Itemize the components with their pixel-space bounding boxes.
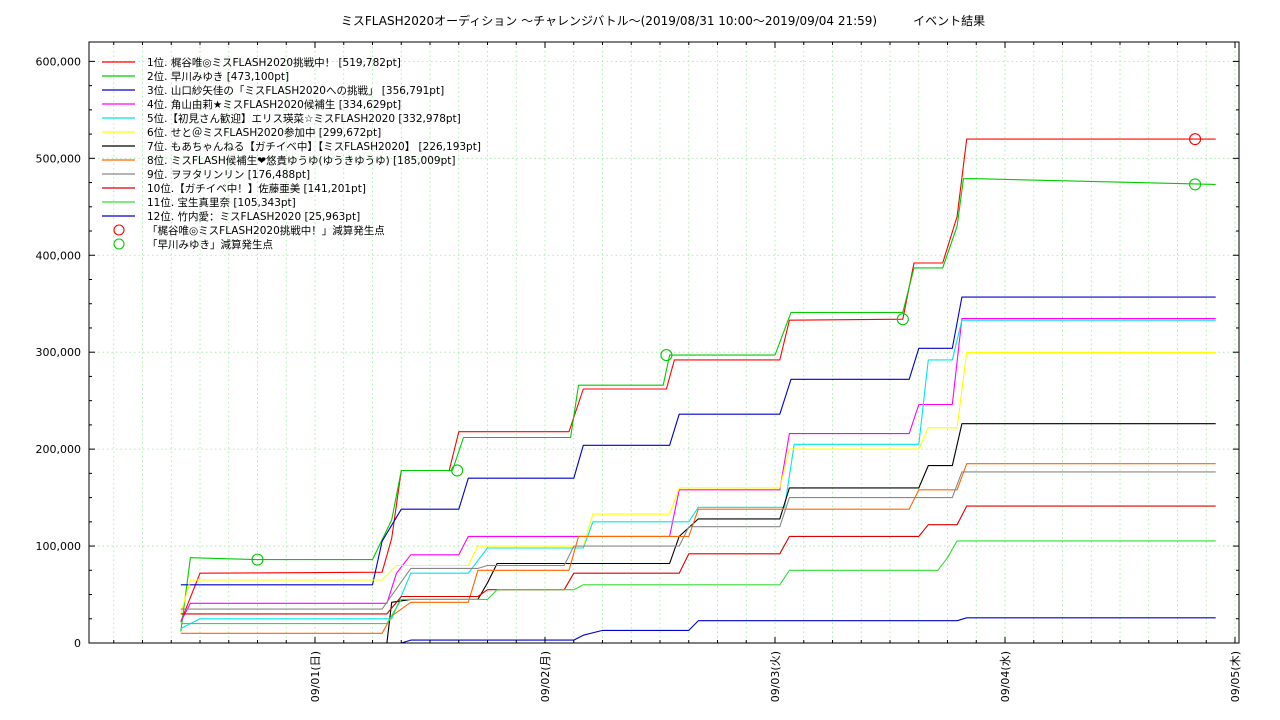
deduction-marker-2-4 xyxy=(896,313,909,326)
x-tick-label: 09/01(日) xyxy=(309,651,322,702)
series-line-3 xyxy=(180,296,1216,586)
series-line-8 xyxy=(180,463,1216,634)
y-tick-label: 400,000 xyxy=(36,249,82,262)
series-line-2 xyxy=(180,178,1216,632)
legend-marker-entry-2: 「早川みゆき」減算発生点 xyxy=(147,238,273,251)
legend-entry-10: 10位.【ガチイベ中！】佐藤亜美 [141,201pt] xyxy=(147,182,366,195)
deduction-marker-1-1 xyxy=(1189,133,1202,146)
legend-entry-6: 6位. せと＠ミスFLASH2020参加中 [299,672pt] xyxy=(147,126,381,139)
series-line-10 xyxy=(180,505,1216,615)
series-line-11 xyxy=(180,540,1216,625)
legend: 1位. 梶谷唯◎ミスFLASH2020挑戦中！ [519,782pt]2位. 早… xyxy=(102,56,481,251)
deduction-marker-2-2 xyxy=(451,464,464,477)
legend-entry-2: 2位. 早川みゆき [473,100pt] xyxy=(147,70,289,83)
legend-entry-1: 1位. 梶谷唯◎ミスFLASH2020挑戦中！ [519,782pt] xyxy=(147,56,401,69)
y-tick-label: 300,000 xyxy=(36,346,82,359)
series-line-4 xyxy=(180,318,1216,622)
plot-frame xyxy=(88,41,1240,644)
x-tick-label: 09/05(木) xyxy=(1229,651,1242,702)
series-line-9 xyxy=(180,471,1216,610)
legend-marker-swatch-2 xyxy=(113,238,125,250)
y-tick-label: 0 xyxy=(74,637,81,650)
deduction-marker-2-3 xyxy=(660,349,673,362)
legend-entry-5: 5位.【初見さん歓迎】エリス瑛菜☆ミスFLASH2020 [332,978pt] xyxy=(147,112,461,125)
x-tick-label: 09/03(火) xyxy=(769,651,782,702)
series-line-5 xyxy=(180,319,1216,629)
chart-title: ミスFLASH2020オーディション 〜チャレンジバトル〜(2019/08/31… xyxy=(341,13,985,28)
legend-entry-11: 11位. 宝生真里奈 [105,343pt] xyxy=(147,196,296,209)
series-layer xyxy=(180,138,1216,644)
legend-marker-swatch-1 xyxy=(113,224,125,236)
y-tick-label: 200,000 xyxy=(36,443,82,456)
legend-entry-3: 3位. 山口紗矢佳の「ミスFLASH2020への挑戦」 [356,791pt] xyxy=(147,84,444,97)
marker-layer xyxy=(251,133,1202,566)
series-line-6 xyxy=(180,351,1216,615)
series-line-12 xyxy=(401,617,1216,644)
legend-entry-12: 12位. 竹内愛：ミスFLASH2020 [25,963pt] xyxy=(147,210,360,223)
legend-entry-7: 7位. もあちゃんねる【ガチイベ中】【ミスFLASH2020】 [226,193… xyxy=(147,140,481,153)
y-tick-label: 600,000 xyxy=(36,55,82,68)
x-tick-label: 09/04(水) xyxy=(999,651,1012,702)
y-tick-label: 100,000 xyxy=(36,540,82,553)
y-tick-label: 500,000 xyxy=(36,152,82,165)
legend-entry-8: 8位. ミスFLASH候補生❤悠貴ゆうゆ(ゆうきゆうゆ) [185,009pt] xyxy=(147,154,455,167)
x-axis: 09/01(日) 09/02(月) 09/03(火) 09/04(水) 09/05(木) xyxy=(113,42,1242,702)
legend-entry-4: 4位. 角山由莉★ミスFLASH2020候補生 [334,629pt] xyxy=(147,98,401,111)
deduction-marker-2-1 xyxy=(251,553,264,566)
legend-marker-entry-1: 「梶谷唯◎ミスFLASH2020挑戦中！」減算発生点 xyxy=(147,224,385,237)
series-line-1 xyxy=(180,138,1216,622)
deduction-marker-2-5 xyxy=(1189,178,1202,191)
grid xyxy=(89,42,1239,643)
x-tick-label: 09/02(月) xyxy=(539,651,552,702)
y-axis: 0 100,000 200,000 300,000 400,000 500,000 600,… xyxy=(36,55,1239,650)
legend-entry-9: 9位. ヲヲタリンリン [176,488pt] xyxy=(147,168,310,181)
